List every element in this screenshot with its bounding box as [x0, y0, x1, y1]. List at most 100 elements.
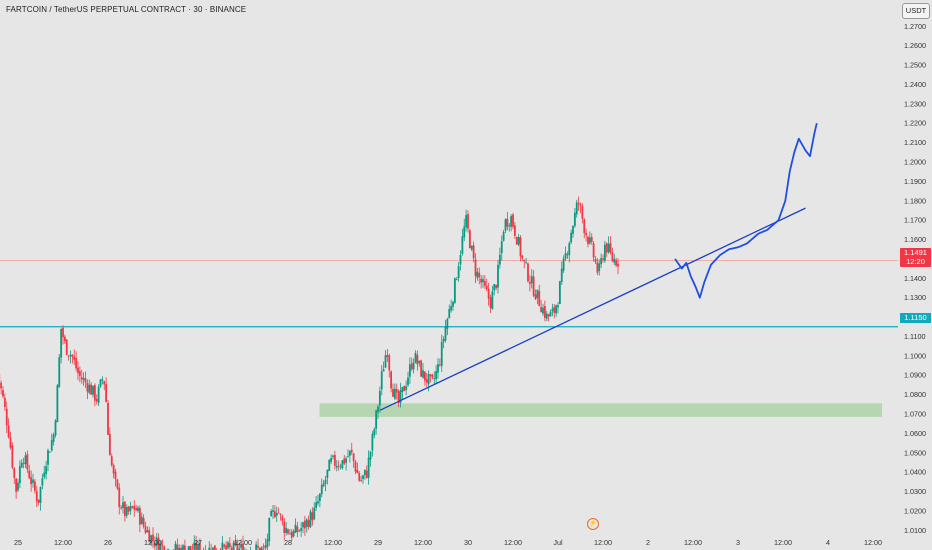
- candle-body: [461, 236, 464, 254]
- candle-body: [410, 363, 413, 370]
- candle-body: [467, 214, 469, 229]
- trendline[interactable]: [379, 207, 806, 411]
- y-tick-label: 1.2300: [904, 99, 926, 108]
- y-tick-label: 1.0400: [904, 468, 926, 477]
- candle-body: [311, 512, 314, 521]
- candle-body: [530, 276, 533, 284]
- candle-body: [277, 512, 280, 514]
- candle-body: [155, 537, 158, 546]
- symbol-title[interactable]: FARTCOIN / TetherUS PERPETUAL CONTRACT ·…: [6, 5, 247, 14]
- candle-body: [322, 483, 325, 486]
- candle-body: [373, 429, 376, 436]
- x-tick-label: 4: [826, 538, 830, 547]
- candle-body: [275, 512, 278, 516]
- x-tick-label: 12:00: [54, 538, 72, 547]
- y-tick-label: 1.2200: [904, 119, 926, 128]
- lightning-icon[interactable]: ⚡: [587, 518, 599, 530]
- candle-body: [157, 538, 160, 550]
- candle-body: [35, 491, 38, 502]
- currency-button[interactable]: USDT: [902, 3, 930, 19]
- candle-body: [17, 482, 19, 491]
- candle-body: [397, 391, 400, 403]
- candle-body: [15, 478, 18, 492]
- candle-body: [408, 364, 411, 377]
- candle-body: [45, 466, 48, 474]
- candle-body: [71, 354, 74, 357]
- candle-body: [105, 384, 108, 402]
- candle-body: [377, 406, 379, 413]
- candle-body: [468, 230, 471, 249]
- x-tick-label: 2: [646, 538, 650, 547]
- candle-body: [146, 530, 149, 533]
- candle-body: [472, 245, 475, 259]
- candle-body: [135, 508, 138, 511]
- candle-body: [435, 371, 438, 380]
- candle-body: [510, 216, 513, 227]
- candle-body: [230, 547, 233, 550]
- candle-body: [399, 390, 402, 403]
- candle-body: [425, 379, 428, 383]
- candle-body: [225, 545, 228, 550]
- candle-body: [88, 384, 91, 393]
- candle-body: [343, 458, 346, 464]
- candle-body: [127, 506, 130, 512]
- candle-body: [242, 543, 244, 550]
- candle-body: [189, 546, 192, 550]
- candle-body: [607, 244, 610, 253]
- candle-body: [77, 367, 79, 374]
- y-tick-label: 1.0800: [904, 390, 926, 399]
- candle-body: [444, 326, 447, 341]
- candle-body: [459, 254, 462, 265]
- candle-body: [264, 545, 267, 549]
- bar-countdown: 12:20: [906, 257, 925, 266]
- candle-body: [384, 355, 387, 368]
- candle-body: [62, 327, 64, 338]
- candle-body: [65, 339, 68, 355]
- candle-body: [519, 237, 522, 257]
- candle-body: [258, 547, 261, 550]
- candle-body: [60, 328, 63, 358]
- candle-body: [262, 546, 265, 547]
- candle-body: [144, 526, 147, 533]
- candle-body: [452, 301, 454, 307]
- candle-body: [440, 341, 443, 366]
- candle-body: [480, 278, 483, 283]
- candle-body: [303, 520, 306, 529]
- candle-body: [287, 529, 289, 534]
- y-tick-label: 1.0200: [904, 506, 926, 515]
- candle-body: [120, 507, 123, 509]
- candle-body: [234, 540, 237, 545]
- candle-body: [579, 203, 582, 206]
- time-axis[interactable]: 25 12:00 26 12:00 27 12:00 28 12:00 29 12:00 30 12:…: [14, 538, 882, 547]
- candle-body: [568, 243, 571, 256]
- x-tick-label: 12:00: [684, 538, 702, 547]
- candle-body: [609, 242, 612, 253]
- candle-body: [152, 534, 154, 542]
- candle-body: [178, 547, 181, 550]
- candle-body: [138, 508, 141, 525]
- candle-body: [549, 311, 552, 317]
- candle-body: [232, 542, 235, 550]
- candle-body: [332, 455, 334, 457]
- candle-body: [320, 484, 323, 495]
- candle-body: [20, 462, 23, 468]
- candle-body: [174, 543, 177, 550]
- candle-body: [572, 225, 574, 234]
- candle-body: [236, 543, 239, 550]
- price-axis[interactable]: 1.0100 1.0200 1.0300 1.0400 1.0500 1.0600 1.07…: [904, 22, 926, 535]
- candle-body: [227, 542, 229, 549]
- candle-body: [307, 520, 310, 528]
- y-tick-label: 1.2500: [904, 61, 926, 70]
- y-tick-label: 1.0900: [904, 371, 926, 380]
- candle-body: [255, 544, 258, 550]
- projection-path[interactable]: [674, 122, 818, 299]
- candle-body: [560, 268, 563, 283]
- candle-body: [350, 449, 353, 453]
- candle-body: [502, 231, 505, 241]
- y-tick-label: 1.1100: [904, 332, 925, 341]
- candle-body: [5, 408, 8, 426]
- x-tick-label: 12:00: [234, 538, 252, 547]
- candle-body: [93, 385, 96, 401]
- x-tick-label: 30: [464, 538, 472, 547]
